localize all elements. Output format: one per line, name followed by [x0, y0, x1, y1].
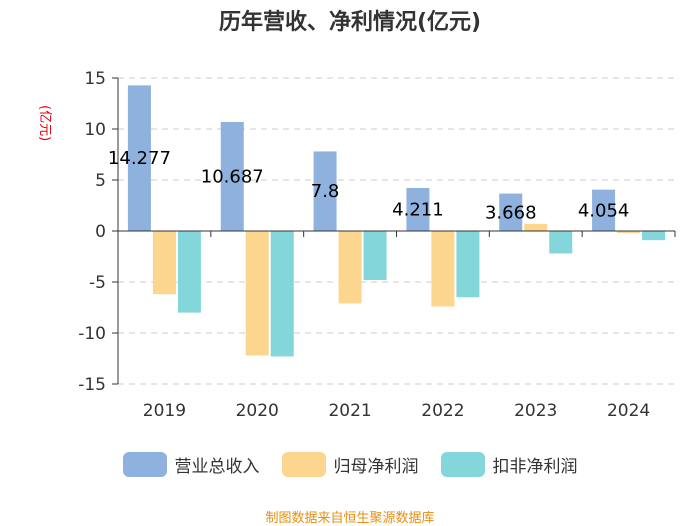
bar-2019-series-2 — [177, 231, 201, 313]
legend-item-deducted-profit[interactable]: 扣非净利润 — [440, 452, 578, 477]
bar-2023-series-1 — [524, 223, 548, 231]
x-tick-label: 2021 — [328, 401, 371, 421]
bar-2019-series-0 — [127, 85, 151, 231]
y-tick-label: 5 — [95, 171, 106, 191]
bar-2022-series-1 — [431, 231, 455, 307]
bar-2021-series-0 — [313, 151, 337, 231]
legend-label-revenue: 营业总收入 — [174, 457, 260, 477]
data-label-revenue: 14.277 — [108, 148, 171, 169]
bar-2023-series-2 — [549, 231, 573, 254]
data-label-revenue: 7.8 — [311, 181, 340, 202]
data-label-revenue: 4.211 — [392, 200, 444, 221]
bar-2019-series-1 — [152, 231, 176, 295]
x-tick-label: 2020 — [236, 401, 279, 421]
y-tick-label: -15 — [78, 375, 106, 395]
y-tick-label: -10 — [78, 324, 106, 344]
bar-2021-series-2 — [363, 231, 387, 280]
legend-swatch-net-profit — [281, 452, 326, 477]
bar-2024-series-0 — [592, 189, 616, 231]
data-label-revenue: 3.668 — [485, 202, 537, 223]
x-tick-label: 2023 — [514, 401, 557, 421]
chart-title: 历年营收、净利情况(亿元) — [218, 10, 482, 35]
bar-2020-series-2 — [270, 231, 294, 357]
legend-swatch-revenue — [122, 452, 167, 477]
y-tick-label: 10 — [84, 120, 106, 140]
legend: 营业总收入 归母净利润 扣非净利润 — [0, 452, 700, 477]
legend-label-net-profit: 归母净利润 — [333, 457, 419, 477]
legend-label-deducted-profit: 扣非净利润 — [492, 457, 578, 477]
legend-item-revenue[interactable]: 营业总收入 — [122, 452, 260, 477]
bar-2024-series-1 — [617, 231, 641, 234]
data-label-revenue: 4.054 — [578, 200, 630, 221]
bar-2022-series-2 — [456, 231, 480, 298]
bar-2020-series-0 — [220, 121, 244, 231]
y-tick-label: -5 — [89, 273, 106, 293]
x-tick-label: 2019 — [143, 401, 186, 421]
source-note: 制图数据来自恒生聚源数据库 — [265, 511, 435, 526]
bar-2021-series-1 — [338, 231, 362, 304]
bar-2023-series-0 — [499, 193, 523, 231]
y-tick-label: 15 — [84, 69, 106, 89]
bar-2020-series-1 — [245, 231, 269, 356]
legend-swatch-deducted-profit — [440, 452, 485, 477]
x-tick-label: 2022 — [421, 401, 464, 421]
legend-item-net-profit[interactable]: 归母净利润 — [281, 452, 419, 477]
x-tick-label: 2024 — [607, 401, 650, 421]
bar-2024-series-2 — [642, 231, 666, 241]
data-label-revenue: 10.687 — [201, 166, 264, 187]
y-tick-label: 0 — [95, 222, 106, 242]
bar-2022-series-0 — [406, 188, 430, 231]
